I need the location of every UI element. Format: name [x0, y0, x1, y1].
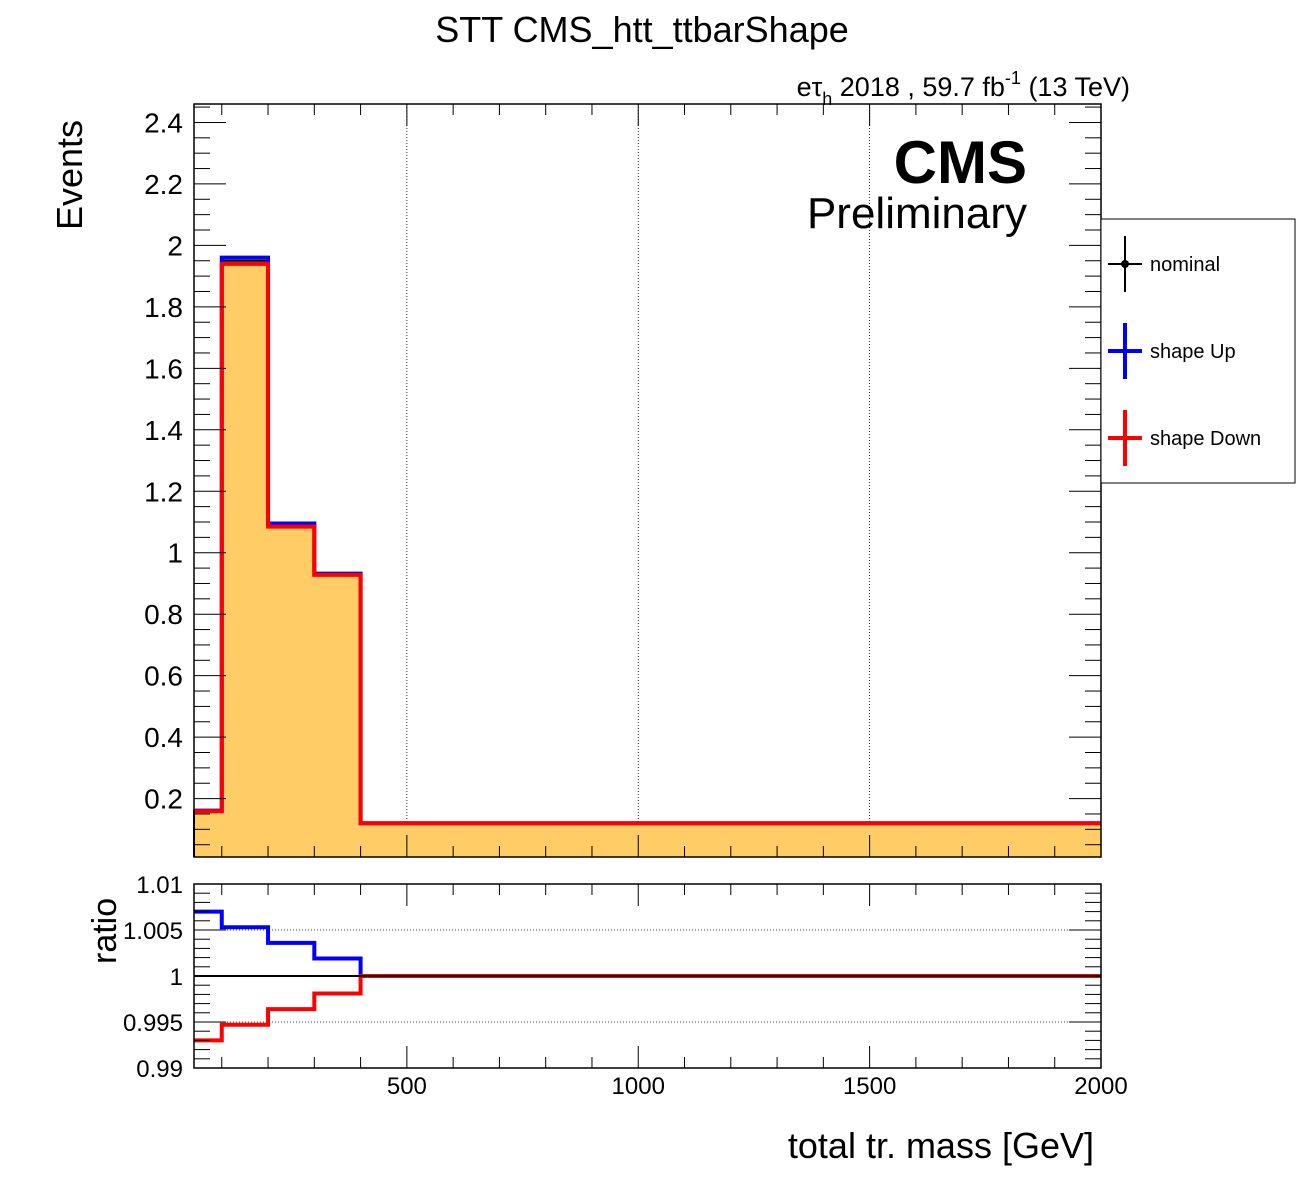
main-y-tick-label: 0.6 — [144, 661, 183, 692]
main-y-tick-labels: 0.2 0.4 0.6 0.8 1 1.2 1.4 1.6 1.8 2 2.2 2.4 — [144, 107, 183, 814]
cms-logo: CMS — [894, 129, 1027, 196]
main-y-tick-label: 2 — [167, 230, 183, 261]
main-y-tick-label: 1.2 — [144, 476, 183, 507]
x-tick-labels: 500 1000 1500 2000 — [387, 1073, 1128, 1100]
ratio-y-tick-label: 1 — [170, 964, 183, 991]
lumi-label: eτh 2018 , 59.7 fb-1 (13 TeV) — [797, 68, 1130, 109]
cms-preliminary: Preliminary — [807, 189, 1027, 238]
main-y-tick-label: 1 — [167, 538, 183, 569]
main-series — [193, 255, 1101, 857]
lumi-superscript: -1 — [1005, 68, 1021, 88]
main-y-tick-label: 1.4 — [144, 415, 183, 446]
main-y-tick-label: 1.6 — [144, 353, 183, 384]
ratio-series — [194, 909, 1101, 1043]
ratio-frame — [193, 883, 1102, 1069]
main-y-tick-label: 2.2 — [144, 169, 183, 200]
main-y-tick-label: 0.8 — [144, 599, 183, 630]
main-y-tick-label: 1.8 — [144, 292, 183, 323]
ratio-y-tick-label: 0.995 — [123, 1010, 183, 1037]
x-tick-label: 2000 — [1074, 1073, 1127, 1100]
legend-label-nominal: nominal — [1150, 254, 1220, 276]
x-axis-label: total tr. mass [GeV] — [788, 1125, 1094, 1166]
lumi-subscript: h — [822, 89, 832, 109]
x-tick-label: 1000 — [612, 1073, 665, 1100]
main-grid — [406, 104, 871, 857]
x-tick-label: 1500 — [843, 1073, 896, 1100]
lumi-text: 2018 , 59.7 fb — [832, 72, 1005, 102]
ratio-panel: 0.99 0.995 1 1.005 1.01 500 1000 1500 2000 — [123, 872, 1128, 1100]
nominal-fill-area — [194, 260, 1101, 857]
ratio-y-tick-label: 1.01 — [136, 872, 183, 899]
main-y-tick-label: 0.4 — [144, 722, 183, 753]
ratio-grid — [194, 929, 1101, 1023]
ratio-y-tick-label: 0.99 — [136, 1056, 183, 1083]
legend: nominal shape Up shape Down — [1100, 218, 1296, 484]
ratio-ticks — [194, 883, 1102, 1069]
ratio-series-shape-up — [194, 909, 1101, 978]
main-y-tick-label: 0.2 — [144, 784, 183, 815]
ratio-y-tick-labels: 0.99 0.995 1 1.005 1.01 — [123, 872, 183, 1083]
chart-title: STT CMS_htt_ttbarShape — [435, 9, 849, 50]
ratio-y-axis-label: ratio — [86, 898, 124, 964]
nominal-fill — [194, 260, 1101, 857]
main-y-axis-label: Events — [49, 120, 90, 230]
ratio-y-tick-label: 1.005 — [123, 918, 183, 945]
main-panel: 0.2 0.4 0.6 0.8 1 1.2 1.4 1.6 1.8 2 2.2 2.4 — [144, 103, 1102, 858]
legend-label-shape-up: shape Up — [1150, 341, 1236, 363]
main-series-shape-down — [194, 261, 1101, 826]
lumi-prefix: eτ — [797, 72, 823, 102]
legend-label-shape-down: shape Down — [1150, 428, 1261, 450]
x-tick-label: 500 — [387, 1073, 427, 1100]
lumi-suffix: (13 TeV) — [1021, 72, 1130, 102]
ratio-series-shape-down — [194, 974, 1101, 1043]
legend-marker-dot-nominal — [1121, 260, 1129, 268]
main-y-tick-label: 2.4 — [144, 107, 183, 138]
